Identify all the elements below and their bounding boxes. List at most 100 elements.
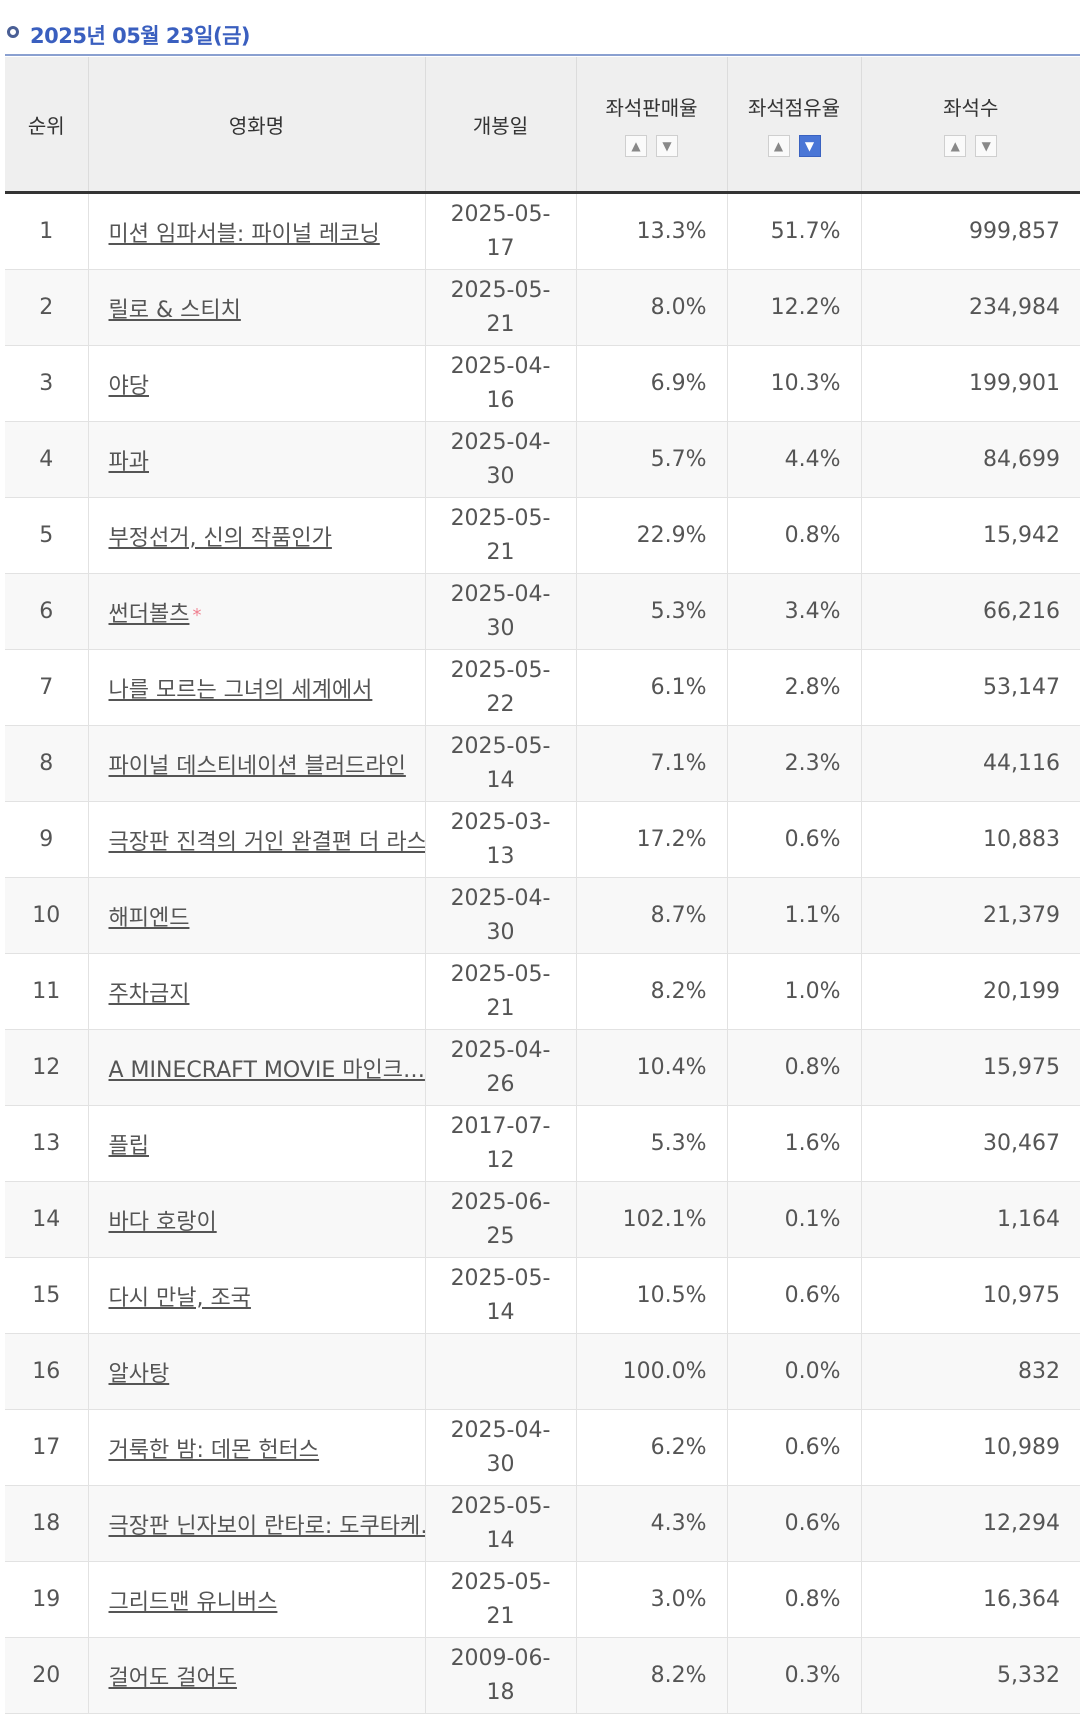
movie-title-link[interactable]: 그리드맨 유니버스 xyxy=(108,1589,278,1615)
chevron-down-icon: ▼ xyxy=(662,138,672,153)
seats-cell: 999,857 xyxy=(861,192,1080,270)
rank-cell: 6 xyxy=(5,573,89,650)
table-row: 10 해피엔드 2025-04-30 8.7% 1.1% 21,379 xyxy=(5,877,1080,954)
title-cell: 썬더볼츠 * xyxy=(88,573,426,650)
chevron-up-icon: ▲ xyxy=(631,138,641,153)
sales-rate-cell: 3.0% xyxy=(576,1561,728,1638)
seats-cell: 15,942 xyxy=(861,497,1080,574)
sales-rate-cell: 5.3% xyxy=(576,573,728,650)
open-date-cell: 2025-04-26 xyxy=(425,1029,577,1106)
seat-share-cell: 0.8% xyxy=(727,1029,862,1106)
col-seat-share: 좌석점유율 ▲ ▼ xyxy=(727,57,862,194)
movie-title-link[interactable]: 파이널 데스티네이션 블러드라인 xyxy=(108,753,406,779)
sales-rate-cell: 8.0% xyxy=(576,269,728,346)
movie-title-link[interactable]: 나를 모르는 그녀의 세계에서 xyxy=(108,677,373,703)
seat-share-cell: 1.1% xyxy=(727,877,862,954)
col-label: 좌석점유율 xyxy=(748,95,840,120)
sales-rate-cell: 6.2% xyxy=(576,1409,728,1486)
date-header-divider xyxy=(5,54,1080,56)
seat-share-cell: 0.6% xyxy=(727,1485,862,1562)
movie-title-link[interactable]: 미션 임파서블: 파이널 레코닝 xyxy=(108,221,380,247)
title-cell: 그리드맨 유니버스 xyxy=(88,1561,426,1638)
movie-title-link[interactable]: 바다 호랑이 xyxy=(108,1209,217,1235)
rank-cell: 15 xyxy=(5,1257,89,1334)
col-sales-rate: 좌석판매율 ▲ ▼ xyxy=(576,57,728,194)
rank-cell: 20 xyxy=(5,1637,89,1714)
seat-share-cell: 2.3% xyxy=(727,725,862,802)
movie-title-link[interactable]: 극장판 진격의 거인 완결편 더 라스… xyxy=(108,829,425,855)
movie-title-link[interactable]: 알사탕 xyxy=(108,1361,170,1387)
seat-share-cell: 1.0% xyxy=(727,953,862,1030)
sales-rate-cell: 13.3% xyxy=(576,192,728,270)
title-cell: 바다 호랑이 xyxy=(88,1181,426,1258)
movie-title-link[interactable]: 거룩한 밤: 데몬 헌터스 xyxy=(108,1437,320,1463)
movie-title-link[interactable]: 릴로 & 스티치 xyxy=(108,297,241,323)
table-row: 1 미션 임파서블: 파이널 레코닝 2025-05-17 13.3% 51.7% 999… xyxy=(5,192,1080,270)
movie-title-link[interactable]: A MINECRAFT MOVIE 마인크… xyxy=(108,1057,425,1083)
movie-title-link[interactable]: 플립 xyxy=(108,1133,149,1159)
chevron-up-icon: ▲ xyxy=(950,138,960,153)
seats-cell: 10,989 xyxy=(861,1409,1080,1486)
rank-cell: 13 xyxy=(5,1105,89,1182)
open-date-cell: 2025-04-30 xyxy=(425,1409,577,1486)
open-date-cell: 2025-05-14 xyxy=(425,1485,577,1562)
seats-cell: 234,984 xyxy=(861,269,1080,346)
sales-rate-cell: 8.2% xyxy=(576,1637,728,1714)
table-row: 15 다시 만날, 조국 2025-05-14 10.5% 0.6% 10,975 xyxy=(5,1257,1080,1334)
rank-cell: 12 xyxy=(5,1029,89,1106)
movie-title-link[interactable]: 다시 만날, 조국 xyxy=(108,1285,251,1311)
seats-cell: 53,147 xyxy=(861,649,1080,726)
seats-cell: 12,294 xyxy=(861,1485,1080,1562)
col-label: 영화명 xyxy=(228,113,285,138)
circle-bullet-icon xyxy=(7,26,19,38)
chevron-down-icon: ▼ xyxy=(981,138,991,153)
sales-rate-cell: 8.2% xyxy=(576,953,728,1030)
sort-desc-button[interactable]: ▼ xyxy=(656,134,678,157)
movie-title-link[interactable]: 야당 xyxy=(108,373,149,399)
title-cell: 극장판 닌자보이 란타로: 도쿠타케… xyxy=(88,1485,426,1562)
rank-cell: 18 xyxy=(5,1485,89,1562)
movie-title-link[interactable]: 썬더볼츠 xyxy=(108,601,190,627)
table-row: 5 부정선거, 신의 작품인가 2025-05-21 22.9% 0.8% 15,942 xyxy=(5,497,1080,574)
seat-share-cell: 51.7% xyxy=(727,192,862,270)
seat-share-cell: 0.6% xyxy=(727,1257,862,1334)
sort-asc-button[interactable]: ▲ xyxy=(767,134,790,157)
movie-title-link[interactable]: 극장판 닌자보이 란타로: 도쿠타케… xyxy=(108,1513,425,1539)
title-cell: 파과 xyxy=(88,421,426,498)
movie-title-link[interactable]: 해피엔드 xyxy=(108,905,190,931)
open-date-cell: 2025-05-22 xyxy=(425,649,577,726)
movie-title-link[interactable]: 파과 xyxy=(108,449,149,475)
sort-asc-button[interactable]: ▲ xyxy=(944,134,967,157)
sales-rate-cell: 5.3% xyxy=(576,1105,728,1182)
star-mark: * xyxy=(192,604,202,626)
seats-cell: 5,332 xyxy=(861,1637,1080,1714)
seats-cell: 10,975 xyxy=(861,1257,1080,1334)
movie-title-link[interactable]: 부정선거, 신의 작품인가 xyxy=(108,525,332,551)
sort-desc-button[interactable]: ▼ xyxy=(798,134,821,157)
seat-share-cell: 4.4% xyxy=(727,421,862,498)
title-cell: 걸어도 걸어도 xyxy=(88,1637,426,1714)
seat-share-cell: 12.2% xyxy=(727,269,862,346)
seats-cell: 21,379 xyxy=(861,877,1080,954)
open-date-cell: 2025-04-16 xyxy=(425,345,577,422)
movie-title-link[interactable]: 걸어도 걸어도 xyxy=(108,1665,237,1691)
sort-asc-button[interactable]: ▲ xyxy=(625,134,647,157)
movie-title-link[interactable]: 주차금지 xyxy=(108,981,190,1007)
title-cell: 해피엔드 xyxy=(88,877,426,954)
seats-cell: 1,164 xyxy=(861,1181,1080,1258)
sort-desc-button[interactable]: ▼ xyxy=(975,134,998,157)
table-row: 17 거룩한 밤: 데몬 헌터스 2025-04-30 6.2% 0.6% 10,989 xyxy=(5,1409,1080,1486)
rank-cell: 2 xyxy=(5,269,89,346)
rank-cell: 19 xyxy=(5,1561,89,1638)
title-cell: 플립 xyxy=(88,1105,426,1182)
rank-cell: 11 xyxy=(5,953,89,1030)
seats-cell: 20,199 xyxy=(861,953,1080,1030)
rank-cell: 3 xyxy=(5,345,89,422)
rank-cell: 1 xyxy=(5,192,89,270)
table-row: 8 파이널 데스티네이션 블러드라인 2025-05-14 7.1% 2.3% 44,11… xyxy=(5,725,1080,802)
rank-cell: 10 xyxy=(5,877,89,954)
title-cell: 야당 xyxy=(88,345,426,422)
col-seats: 좌석수 ▲ ▼ xyxy=(861,57,1080,194)
open-date-cell: 2025-05-14 xyxy=(425,1257,577,1334)
rank-cell: 16 xyxy=(5,1333,89,1410)
